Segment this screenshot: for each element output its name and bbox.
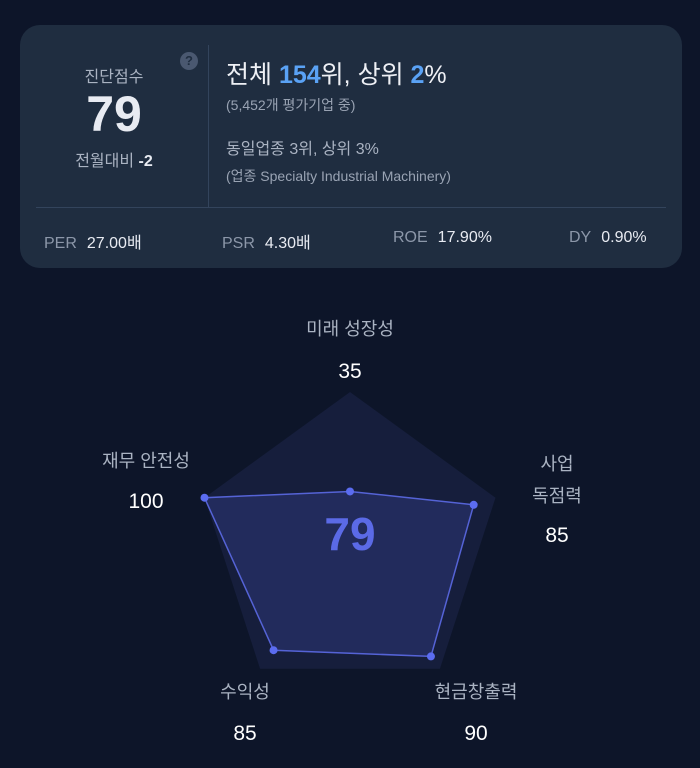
score-summary-card: 진단점수 79 전월대비 -2 ? 전체 154위, 상위 2% (5,452개… <box>20 25 682 268</box>
axis-label-cashflow: 현금창출력 <box>434 682 518 702</box>
rank-note: (5,452개 평가기업 중) <box>226 97 356 113</box>
help-icon[interactable]: ? <box>180 52 198 70</box>
axis-value-moat: 85 <box>545 524 569 547</box>
industry-rank: 동일업종 3위, 상위 3% <box>226 141 379 158</box>
industry-note: (업종 Specialty Industrial Machinery) <box>226 168 451 184</box>
diagnosis-score: 79 <box>86 86 142 142</box>
axis-value-profitability: 85 <box>233 722 257 745</box>
radar-data-point <box>469 500 478 509</box>
axis-label-stability: 재무 안전성 <box>102 451 190 471</box>
radar-center-score: 79 <box>324 508 375 560</box>
metric-per: PER 27.00배 <box>44 235 142 252</box>
radar-data-area <box>203 490 475 658</box>
axis-label-moat: 사업 독점력 <box>532 454 582 506</box>
divider <box>208 45 209 207</box>
metric-roe: ROE 17.90% <box>393 229 492 246</box>
axis-value-cashflow: 90 <box>464 722 488 745</box>
overall-rank: 전체 154위, 상위 2% <box>226 61 447 89</box>
axis-value-growth: 35 <box>338 360 362 383</box>
metric-dy: DY 0.90% <box>569 229 647 246</box>
axis-value-stability: 100 <box>128 490 164 513</box>
axis-label-growth: 미래 성장성 <box>306 319 394 339</box>
monthly-change: 전월대비 -2 <box>75 153 153 170</box>
score-label: 진단점수 <box>84 69 144 86</box>
metric-psr: PSR 4.30배 <box>222 235 311 252</box>
radar-data-point <box>426 652 435 661</box>
radar-data-point <box>269 646 278 655</box>
axis-label-profitability: 수익성 <box>220 682 270 702</box>
radar-data-point <box>346 487 354 496</box>
radar-data-point <box>200 493 209 502</box>
score-panel: 진단점수 79 전월대비 -2 ? <box>20 25 208 207</box>
divider <box>36 207 666 208</box>
